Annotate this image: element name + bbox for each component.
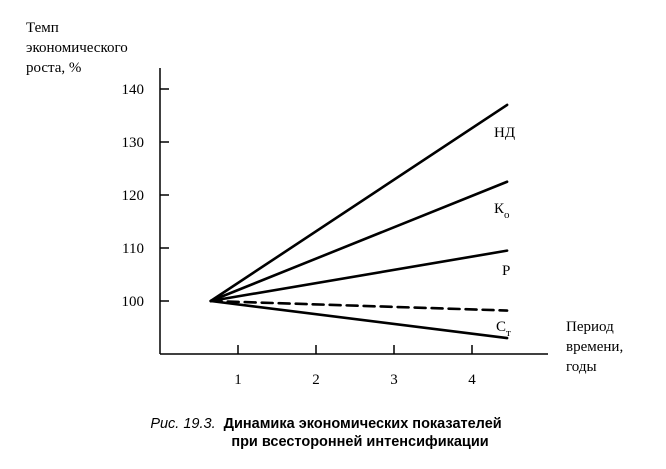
caption-title-line2: при всесторонней интенсификации bbox=[231, 434, 488, 450]
series-label-name: Р bbox=[502, 263, 510, 279]
series-label-name: НД bbox=[494, 125, 515, 141]
series-label-name: С bbox=[496, 319, 506, 335]
series-label: Р bbox=[502, 263, 510, 279]
y-axis-title-line: роста, % bbox=[26, 60, 81, 76]
tick-layer: 100 110 120 130 140 1 2 3 4 bbox=[122, 82, 477, 388]
x-axis-title-line: годы bbox=[566, 359, 597, 375]
series-label-subscript: о bbox=[504, 209, 510, 221]
x-axis-title-line: Период bbox=[566, 319, 614, 335]
y-axis-title-line: экономического bbox=[26, 40, 128, 56]
y-tick-label: 140 bbox=[122, 82, 145, 98]
x-tick-label: 4 bbox=[468, 372, 476, 388]
series-label: Ко bbox=[494, 201, 510, 221]
series-layer bbox=[209, 103, 509, 340]
series-label-layer: НД Ко Р Ст bbox=[494, 125, 515, 339]
series-line bbox=[209, 299, 509, 312]
y-axis-title: Темп экономического роста, % bbox=[26, 20, 132, 76]
series-line bbox=[209, 249, 509, 303]
series-label-subscript: т bbox=[506, 327, 511, 339]
x-axis-title-line: времени, bbox=[566, 339, 623, 355]
series-label: Ст bbox=[496, 319, 511, 339]
series-label: НД bbox=[494, 125, 515, 141]
y-axis-title-line: Темп bbox=[26, 20, 59, 36]
series-line bbox=[209, 103, 509, 303]
figure-caption: Рис. 19.3. Динамика экономических показа… bbox=[150, 416, 501, 432]
series-label-name: К bbox=[494, 201, 505, 217]
x-tick-label: 2 bbox=[312, 372, 320, 388]
x-tick-label: 3 bbox=[390, 372, 398, 388]
x-axis-title: Период времени, годы bbox=[566, 319, 627, 375]
y-tick-label: 130 bbox=[122, 135, 145, 151]
y-tick-label: 110 bbox=[122, 241, 144, 257]
x-tick-label: 1 bbox=[234, 372, 242, 388]
y-tick-label: 100 bbox=[122, 294, 145, 310]
caption-title-line1: Динамика экономических показателей bbox=[224, 416, 502, 432]
y-tick-label: 120 bbox=[122, 188, 145, 204]
series-line bbox=[209, 180, 509, 303]
series-line bbox=[209, 299, 509, 340]
caption-prefix: Рис. 19.3. bbox=[150, 416, 215, 432]
